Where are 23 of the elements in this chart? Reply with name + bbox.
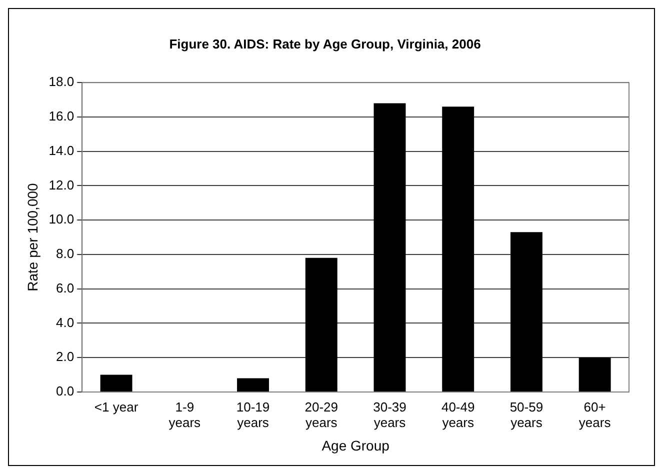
- y-tick-label: 10.0: [48, 212, 74, 227]
- y-tick-label: 0.0: [56, 384, 74, 399]
- x-tick-label: 60+ years: [578, 399, 612, 430]
- x-axis-title: Age Group: [322, 437, 390, 454]
- x-tick-label: 10-19 years: [236, 399, 270, 430]
- bar: [237, 378, 269, 392]
- x-tick-label: <1 year: [94, 399, 139, 414]
- y-tick-label: 8.0: [56, 246, 74, 262]
- y-tick-label: 18.0: [48, 74, 74, 90]
- y-tick-label: 12.0: [48, 177, 74, 192]
- y-tick-label: 6.0: [56, 280, 74, 296]
- x-tick-label: 40-49 years: [441, 399, 475, 430]
- x-tick-label: 20-29 years: [304, 399, 338, 430]
- y-tick-label: 2.0: [56, 349, 74, 364]
- x-tick-label: 50-59 years: [510, 399, 544, 430]
- y-axis-title: Rate per 100,000: [24, 182, 40, 292]
- chart-title: Figure 30. AIDS: Rate by Age Group, Virginia, 2006: [169, 36, 481, 52]
- x-tick-label: 1-9 years: [168, 399, 202, 430]
- y-tick-label: 16.0: [48, 108, 74, 124]
- y-tick-label: 4.0: [56, 314, 74, 330]
- y-tick-label: 14.0: [48, 142, 74, 158]
- x-tick-label: 30-39 years: [373, 399, 406, 430]
- bar: [100, 374, 132, 392]
